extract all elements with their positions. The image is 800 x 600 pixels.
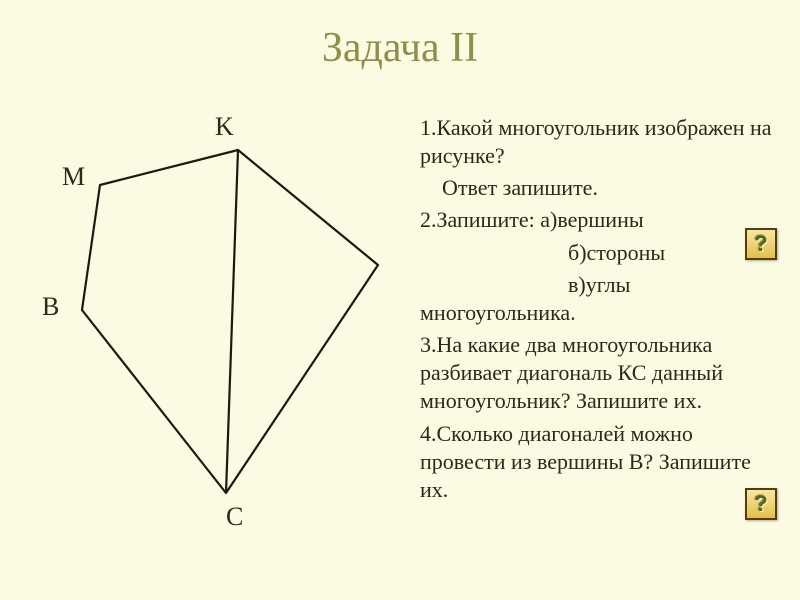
question-2-line2: б)стороны: [420, 239, 780, 267]
polygon-diagram: M K C B: [10, 100, 410, 570]
help-button-2[interactable]: ?: [745, 488, 777, 520]
question-4: 4.Сколько диагоналей можно провести из в…: [420, 420, 780, 504]
question-3: 3.На какие два многоугольника разбивает …: [420, 331, 780, 415]
vertex-label-m: M: [62, 162, 85, 192]
question-1-line1: 1.Какой многоугольник изображен на рисун…: [420, 114, 780, 170]
question-2-line1: 2.Запишите: а)вершины: [420, 206, 780, 234]
diagonal-kc: [226, 150, 238, 493]
question-list: 1.Какой многоугольник изображен на рисун…: [420, 114, 780, 508]
question-2-line3: в)углы многоугольника.: [420, 272, 630, 325]
vertex-label-b: B: [42, 292, 59, 322]
vertex-label-k: K: [215, 112, 234, 142]
question-1-line2: Ответ запишите.: [420, 174, 780, 202]
page-title: Задача II: [0, 24, 800, 72]
vertex-label-c: C: [226, 502, 243, 532]
help-button-1[interactable]: ?: [745, 228, 777, 260]
pentagon-outline: [82, 150, 378, 493]
